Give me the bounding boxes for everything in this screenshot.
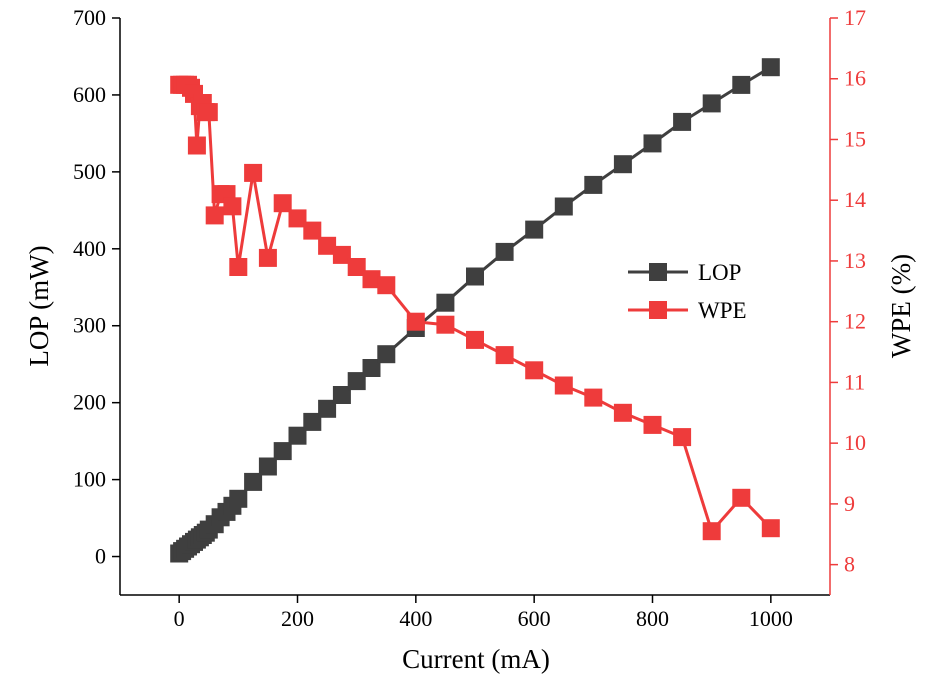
data-point-lop xyxy=(525,220,544,239)
x-tick-label: 200 xyxy=(281,606,314,631)
legend-item-lop: LOP xyxy=(628,260,741,285)
data-point-lop xyxy=(436,293,455,312)
data-point-lop xyxy=(761,58,780,77)
y-tick-label: 300 xyxy=(73,313,106,338)
data-point-wpe xyxy=(554,376,573,395)
data-point-lop xyxy=(347,372,366,391)
data-point-lop xyxy=(732,75,751,94)
data-point-lop xyxy=(258,457,277,476)
data-point-wpe xyxy=(303,221,322,240)
y2-tick-label: 10 xyxy=(844,430,866,455)
y2-tick-label: 12 xyxy=(844,309,866,334)
data-point-wpe xyxy=(199,103,218,122)
data-point-wpe xyxy=(205,206,224,225)
y2-tick-label: 16 xyxy=(844,66,866,91)
plot-frame xyxy=(119,18,831,596)
x-axis-ticks: 0 200 400 600 800 1000 xyxy=(174,595,793,631)
data-point-wpe xyxy=(362,270,381,289)
y-tick-label: 500 xyxy=(73,159,106,184)
y2-tick-label: 13 xyxy=(844,248,866,273)
left-axis-ticks: 0 100 200 300 400 500 600 700 xyxy=(73,5,120,569)
series-lop xyxy=(170,58,780,563)
data-point-lop xyxy=(318,399,337,418)
y2-tick-label: 9 xyxy=(844,491,855,516)
y2-tick-label: 8 xyxy=(844,552,855,577)
x-tick-label: 1000 xyxy=(749,606,793,631)
data-point-lop xyxy=(288,426,307,445)
series-wpe xyxy=(170,75,780,541)
data-point-lop xyxy=(554,197,573,216)
data-point-lop xyxy=(673,112,692,131)
right-axis-ticks: 8 9 10 11 12 13 14 15 16 17 xyxy=(830,5,866,577)
data-point-wpe xyxy=(761,519,780,538)
data-point-wpe xyxy=(377,276,396,295)
data-point-wpe xyxy=(223,197,242,216)
data-point-wpe xyxy=(495,346,514,365)
data-point-wpe xyxy=(436,315,455,334)
data-point-wpe xyxy=(244,163,263,182)
data-point-wpe xyxy=(643,415,662,434)
data-point-wpe xyxy=(187,136,206,155)
legend: LOP WPE xyxy=(628,260,747,323)
data-point-wpe xyxy=(466,330,484,349)
y-tick-label: 700 xyxy=(73,5,106,30)
y-tick-label: 200 xyxy=(73,390,106,415)
y2-tick-label: 17 xyxy=(844,5,866,30)
data-point-wpe xyxy=(318,236,337,255)
data-point-lop xyxy=(466,267,484,286)
y-tick-label: 400 xyxy=(73,236,106,261)
data-point-wpe xyxy=(332,245,351,264)
x-tick-label: 600 xyxy=(518,606,551,631)
x-tick-label: 0 xyxy=(174,606,185,631)
data-point-lop xyxy=(495,242,514,261)
x-tick-label: 400 xyxy=(399,606,432,631)
y2-tick-label: 14 xyxy=(844,187,866,212)
data-point-wpe xyxy=(525,361,544,380)
y-tick-label: 600 xyxy=(73,82,106,107)
legend-lop-marker xyxy=(649,263,667,281)
legend-item-wpe: WPE xyxy=(628,298,747,323)
data-point-lop xyxy=(229,489,248,508)
data-point-wpe xyxy=(584,388,603,407)
y2-tick-label: 15 xyxy=(844,126,866,151)
data-point-lop xyxy=(273,442,292,461)
x-axis-title: Current (mA) xyxy=(402,644,550,674)
y2-tick-label: 11 xyxy=(844,369,865,394)
right-axis-title: WPE (%) xyxy=(886,254,916,358)
data-point-wpe xyxy=(288,209,307,228)
data-point-wpe xyxy=(673,428,692,447)
data-point-lop xyxy=(332,386,351,404)
data-point-lop xyxy=(613,155,632,174)
data-point-lop xyxy=(584,175,603,194)
data-point-lop xyxy=(643,134,662,153)
legend-lop-label: LOP xyxy=(698,260,741,285)
data-point-wpe xyxy=(347,258,366,276)
legend-wpe-label: WPE xyxy=(698,298,747,323)
left-axis-title: LOP (mW) xyxy=(24,245,54,366)
data-point-lop xyxy=(377,345,396,364)
data-point-lop xyxy=(303,412,322,431)
data-point-wpe xyxy=(613,403,632,422)
data-point-wpe xyxy=(702,522,721,541)
data-point-wpe xyxy=(258,248,277,267)
series-layer xyxy=(170,58,780,563)
data-point-lop xyxy=(362,359,381,377)
data-point-wpe xyxy=(732,488,751,507)
data-point-lop xyxy=(244,472,263,491)
data-point-lop xyxy=(702,94,721,113)
data-point-wpe xyxy=(406,312,425,331)
data-point-wpe xyxy=(273,194,292,213)
y-tick-label: 0 xyxy=(95,544,106,569)
y-tick-label: 100 xyxy=(73,467,106,492)
legend-wpe-marker xyxy=(649,301,667,319)
x-tick-label: 800 xyxy=(636,606,669,631)
data-point-wpe xyxy=(229,258,248,276)
